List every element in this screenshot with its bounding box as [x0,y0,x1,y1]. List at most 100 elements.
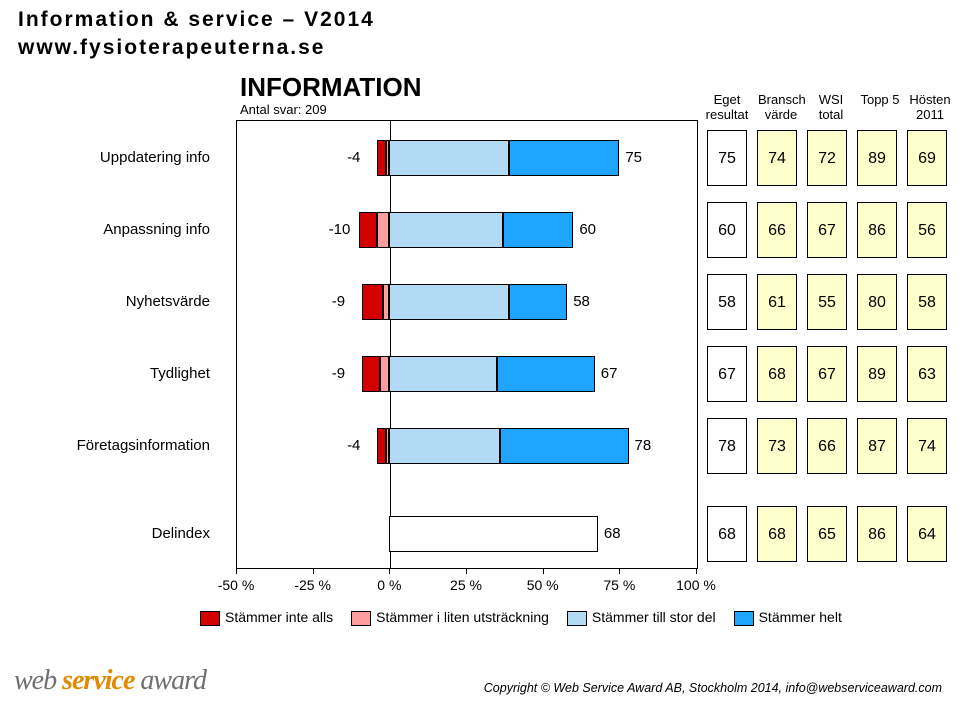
value-cell: 89 [857,130,897,186]
logo: web service award [14,665,206,697]
row-label: Nyhetsvärde [10,293,210,310]
col-header-eget: Eget resultat [704,92,750,122]
bar-seg-pos-outer [509,284,567,320]
chart-subtitle: Antal svar: 209 [240,102,327,117]
value-cell: 78 [707,418,747,474]
neg-total-label: -4 [347,149,360,166]
neg-total-label: -9 [332,365,345,382]
bar-seg-pos-outer [509,140,619,176]
col-header-text: Topp 5 [857,92,903,107]
header-line1: Information & service – V2014 [18,8,375,32]
pos-total-label: 68 [604,525,621,542]
axis-tick-label: 50 % [518,577,568,593]
axis-tick [696,568,697,574]
value-cell: 55 [807,274,847,330]
legend-item: Stämmer inte alls [200,609,333,626]
bar-seg-neg-outer [377,140,386,176]
bar-seg-pos-outer [497,356,595,392]
value-cell: 69 [907,130,947,186]
page: Information & service – V2014 www.fysiot… [0,0,960,713]
logo-award: award [134,665,206,696]
bar-seg-neg-inner [380,356,389,392]
value-cell: 73 [757,418,797,474]
axis-tick-label: 25 % [441,577,491,593]
axis-tick-label: 75 % [594,577,644,593]
col-header-text: WSI total [808,92,854,122]
col-header-hosten: Hösten 2011 [907,92,953,122]
bar-seg-neg-outer [362,356,380,392]
copyright: Copyright © Web Service Award AB, Stockh… [484,681,942,695]
row-label: Tydlighet [10,365,210,382]
col-header-text: värde [758,107,804,122]
value-cell: 80 [857,274,897,330]
bar-seg-pos-inner [389,356,496,392]
neg-total-label: -4 [347,437,360,454]
axis-tick-label: 0 % [364,577,414,593]
value-cell: 61 [757,274,797,330]
legend-swatch [567,611,587,626]
value-cell: 74 [757,130,797,186]
legend-swatch [200,611,220,626]
page-header: Information & service – V2014 www.fysiot… [18,8,375,60]
col-header-topp5: Topp 5 [857,92,903,107]
legend-label: Stämmer helt [759,609,842,625]
value-cell: 68 [707,506,747,562]
legend-label: Stämmer inte alls [225,609,333,625]
bar-seg-pos-inner [389,140,509,176]
axis-tick-label: -25 % [288,577,338,593]
bar-seg-neg-outer [377,428,386,464]
bar-seg-pos-outer [503,212,574,248]
value-cell: 66 [757,202,797,258]
value-cell: 86 [857,506,897,562]
axis-tick-label: -50 % [211,577,261,593]
axis-tick [313,568,314,574]
legend-swatch [734,611,754,626]
axis-tick [619,568,620,574]
axis-tick [236,568,237,574]
legend-item: Stämmer i liten utsträckning [351,609,549,626]
bar-seg-pos-inner [389,428,499,464]
row-label: Uppdatering info [10,149,210,166]
logo-web: web [14,665,56,696]
neg-total-label: -10 [329,221,351,238]
logo-service: service [56,665,134,696]
value-cell: 63 [907,346,947,402]
pos-total-label: 60 [579,221,596,238]
value-cell: 72 [807,130,847,186]
col-header-wsi: WSI total [808,92,854,122]
value-cell: 67 [807,346,847,402]
pos-total-label: 78 [635,437,652,454]
col-header-text: Eget [704,92,750,107]
axis-tick [389,568,390,574]
value-cell: 86 [857,202,897,258]
value-cell: 75 [707,130,747,186]
value-cell: 68 [757,346,797,402]
legend-label: Stämmer till stor del [592,609,716,625]
neg-total-label: -9 [332,293,345,310]
value-cell: 87 [857,418,897,474]
col-header-text: Hösten [907,92,953,107]
legend-swatch [351,611,371,626]
delindex-bar [389,516,598,552]
bar-seg-neg-outer [362,284,383,320]
col-header-text: resultat [704,107,750,122]
col-header-bransch: Bransch värde [758,92,804,122]
pos-total-label: 67 [601,365,618,382]
value-cell: 68 [757,506,797,562]
col-header-text: Bransch [758,92,804,107]
legend: Stämmer inte alls Stämmer i liten utsträc… [200,609,860,626]
row-label: Anpassning info [10,221,210,238]
axis-tick [466,568,467,574]
value-cell: 67 [807,202,847,258]
bar-seg-pos-outer [500,428,629,464]
value-cell: 56 [907,202,947,258]
chart-title: INFORMATION [240,72,422,103]
value-cell: 74 [907,418,947,474]
legend-item: Stämmer till stor del [567,609,716,626]
value-cell: 58 [707,274,747,330]
zero-line [390,121,391,569]
value-cell: 64 [907,506,947,562]
legend-label: Stämmer i liten utsträckning [376,609,549,625]
value-cell: 60 [707,202,747,258]
value-cell: 67 [707,346,747,402]
